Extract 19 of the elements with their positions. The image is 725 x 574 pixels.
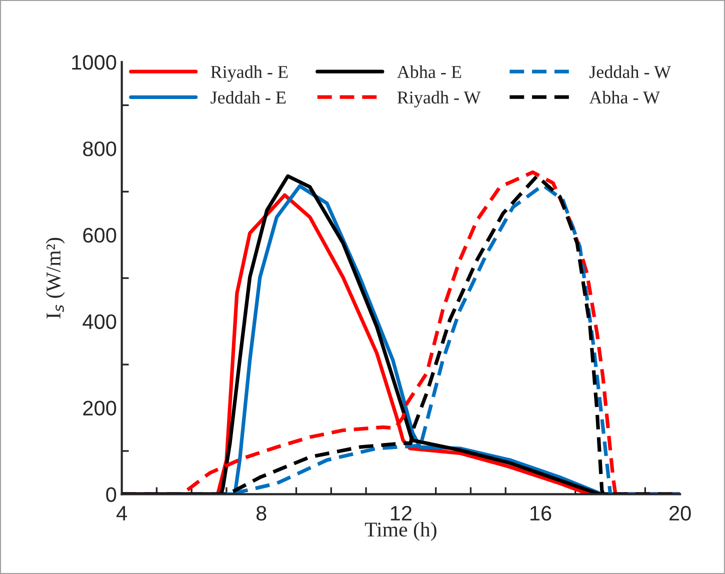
- y-tick-label: 1000: [72, 54, 116, 70]
- legend-label: Abha - E: [397, 65, 462, 78]
- legend-label: Jeddah - E: [210, 90, 286, 104]
- y-tick-label: 0: [106, 487, 116, 502]
- x-tick-label: 12: [390, 506, 412, 520]
- x-tick-label: 4: [116, 506, 127, 520]
- x-tick-label: 16: [530, 506, 552, 521]
- y-tick-label: 800: [83, 141, 116, 156]
- legend-label: Riyadh - W: [397, 90, 481, 108]
- y-tick-label: 400: [82, 314, 116, 330]
- x-axis-title: Time (h): [364, 522, 436, 541]
- x-tick-label: 8: [256, 506, 266, 521]
- x-tick-label: 20: [670, 506, 691, 521]
- y-axis-title: I$_{s}$ (W/m²): [46, 238, 65, 318]
- legend-label: Abha - W: [589, 90, 660, 104]
- y-tick-label: 200: [83, 400, 116, 416]
- legend-label: Jeddah - W: [589, 65, 671, 78]
- y-tick-label: 600: [83, 228, 116, 243]
- legend-label: Riyadh - E: [210, 65, 288, 82]
